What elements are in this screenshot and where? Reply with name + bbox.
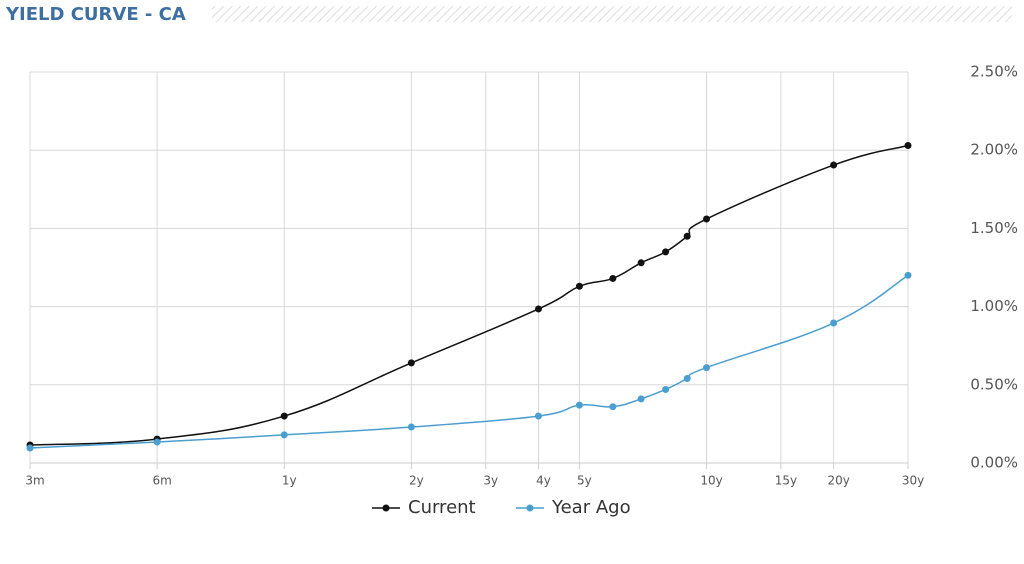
data-point [534, 305, 542, 313]
data-point [683, 232, 691, 240]
data-point [575, 401, 583, 409]
legend-marker [382, 504, 390, 512]
data-point [407, 359, 415, 367]
data-point [534, 412, 542, 420]
series-line [29, 144, 909, 446]
data-point [904, 271, 912, 279]
data-point [153, 438, 161, 446]
y-tick-label: 0.50% [970, 375, 1018, 393]
data-point [637, 395, 645, 403]
data-point [703, 364, 711, 372]
data-point [830, 161, 838, 169]
y-tick-label: 2.50% [970, 63, 1018, 81]
chart-title: YIELD CURVE - CA [5, 4, 186, 25]
data-point [280, 431, 288, 439]
data-point [662, 248, 670, 256]
data-point [280, 412, 288, 420]
data-point [703, 215, 711, 223]
y-tick-label: 0.00% [970, 454, 1018, 472]
x-tick-label: 2y [409, 474, 424, 488]
data-point [407, 423, 415, 431]
data-point [830, 319, 838, 327]
data-point [662, 385, 670, 393]
data-point [683, 375, 691, 383]
y-tick-label: 2.00% [970, 141, 1018, 159]
x-tick-label: 4y [536, 474, 551, 488]
x-tick-label: 1y [282, 474, 297, 488]
legend-marker [526, 504, 534, 512]
x-tick-label: 15y [775, 474, 797, 488]
data-point [609, 274, 617, 282]
x-tick-label: 6m [152, 474, 171, 488]
x-tick-label: 10y [700, 474, 722, 488]
x-tick-label: 5y [577, 474, 592, 488]
x-tick-label: 30y [902, 474, 924, 488]
legend-label: Year Ago [551, 497, 631, 518]
x-tick-label: 20y [827, 474, 849, 488]
series-line [29, 274, 909, 449]
data-point [26, 444, 34, 452]
legend-label: Current [408, 497, 476, 518]
data-point [904, 142, 912, 150]
data-point [575, 282, 583, 290]
x-tick-label: 3m [25, 474, 44, 488]
title-band [212, 6, 1012, 22]
x-tick-label: 3y [483, 474, 498, 488]
data-point [637, 259, 645, 267]
data-point [609, 403, 617, 411]
y-tick-label: 1.00% [970, 297, 1018, 315]
y-tick-label: 1.50% [970, 219, 1018, 237]
